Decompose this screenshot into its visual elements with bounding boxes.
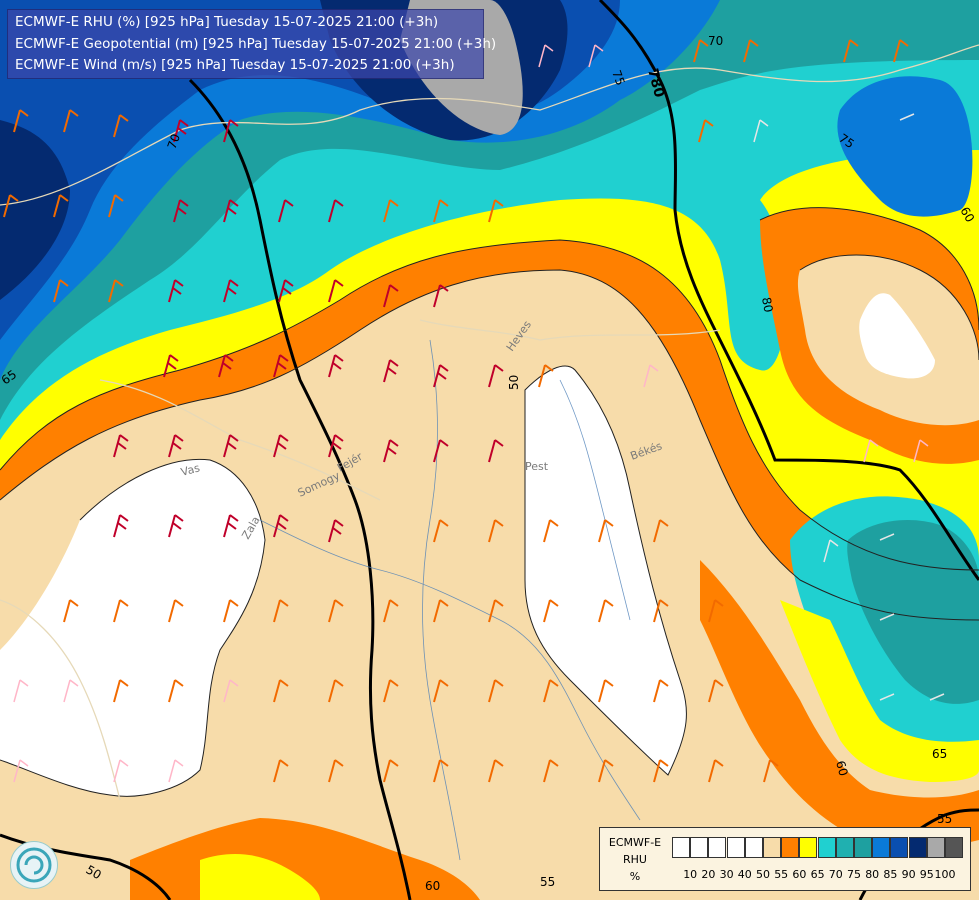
legend-tick: 100 [934,868,956,881]
legend-tick: 50 [756,868,770,881]
legend-swatch [744,837,763,858]
geopotential-contour-a [188,78,412,900]
title-rhu: ECMWF-E RHU (%) [925 hPa] Tuesday 15-07-… [15,14,439,30]
contour-label-60-lower-right: 60 [833,759,850,777]
legend-swatch [945,837,963,858]
legend-swatch [890,837,909,858]
legend-swatch [872,837,891,858]
legend-tick: 75 [847,868,861,881]
legend-tick: 30 [719,868,734,881]
band-80-85-right [837,76,973,217]
legend-tick: 65 [810,868,825,881]
rivers [259,339,641,861]
contour-label-70-left: 70 [165,132,183,151]
legend-tick: 40 [737,868,752,881]
legend-tick: 10 [683,868,698,881]
legend: ECMWF-E RHU % 10 20 30 40 50 55 60 65 70 75 80 85 90… [599,827,971,891]
contour-label-70-top: 70 [708,34,723,48]
legend-tick: 85 [883,868,898,881]
legend-tick: 80 [865,868,880,881]
legend-tick: 90 [901,868,916,881]
contour-label-50-bottom: 50 [84,862,104,882]
legend-unit: % [629,870,641,883]
legend-tick: 55 [774,868,789,881]
contour-label-80: 80 [759,296,775,313]
legend-swatch [926,837,945,858]
legend-swatch [726,837,745,858]
band-white-left [0,459,265,797]
band-70-75-lower-right [847,520,979,704]
legend-model: ECMWF-E [608,836,662,849]
legend-swatch [817,837,836,858]
legend-swatch [908,837,927,858]
legend-tick: 60 [792,868,807,881]
contour-label-55-right: 55 [937,812,952,826]
legend-variable: RHU [623,853,647,866]
band-60-65-bottom [200,854,320,900]
contour-label-60-bottom: 60 [425,879,440,893]
band-white-right [859,293,935,379]
contour-label-780: 780 [644,67,667,100]
legend-swatch [835,837,854,858]
band-55-60-bottom-right [700,560,979,848]
logo [10,841,58,889]
title-geopotential: ECMWF-E Geopotential (m) [925 hPa] Tuesd… [15,36,497,52]
legend-tick: 95 [919,868,934,881]
contour-label-50-center: 50 [507,375,521,390]
legend-swatch [708,837,727,858]
legend-swatch [781,837,800,858]
band-white-center [525,366,687,775]
contour-label-60-right: 60 [957,205,977,225]
legend-swatch [763,837,781,858]
legend-swatch [672,837,690,858]
legend-swatch [799,837,818,858]
place-vas: Vas [179,461,201,479]
title-box: ECMWF-E RHU (%) [925 hPa] Tuesday 15-07-… [7,9,496,79]
band-85-90 [0,120,70,300]
contour-label-65-right: 65 [932,747,947,761]
legend-swatch [690,837,709,858]
band-60-65-bottom-right [780,600,979,782]
geopotential-contour-b [598,0,979,581]
place-pest: Pest [525,460,549,473]
contour-label-55-bottom: 55 [540,875,555,889]
rhu-isolines [0,207,979,797]
wind-barbs [3,39,945,783]
legend-tick: 70 [828,868,843,881]
legend-tick: 20 [701,868,716,881]
contour-label-75-top: 75 [609,68,627,87]
legend-swatch [854,837,872,858]
title-wind: ECMWF-E Wind (m/s) [925 hPa] Tuesday 15-… [15,57,455,73]
